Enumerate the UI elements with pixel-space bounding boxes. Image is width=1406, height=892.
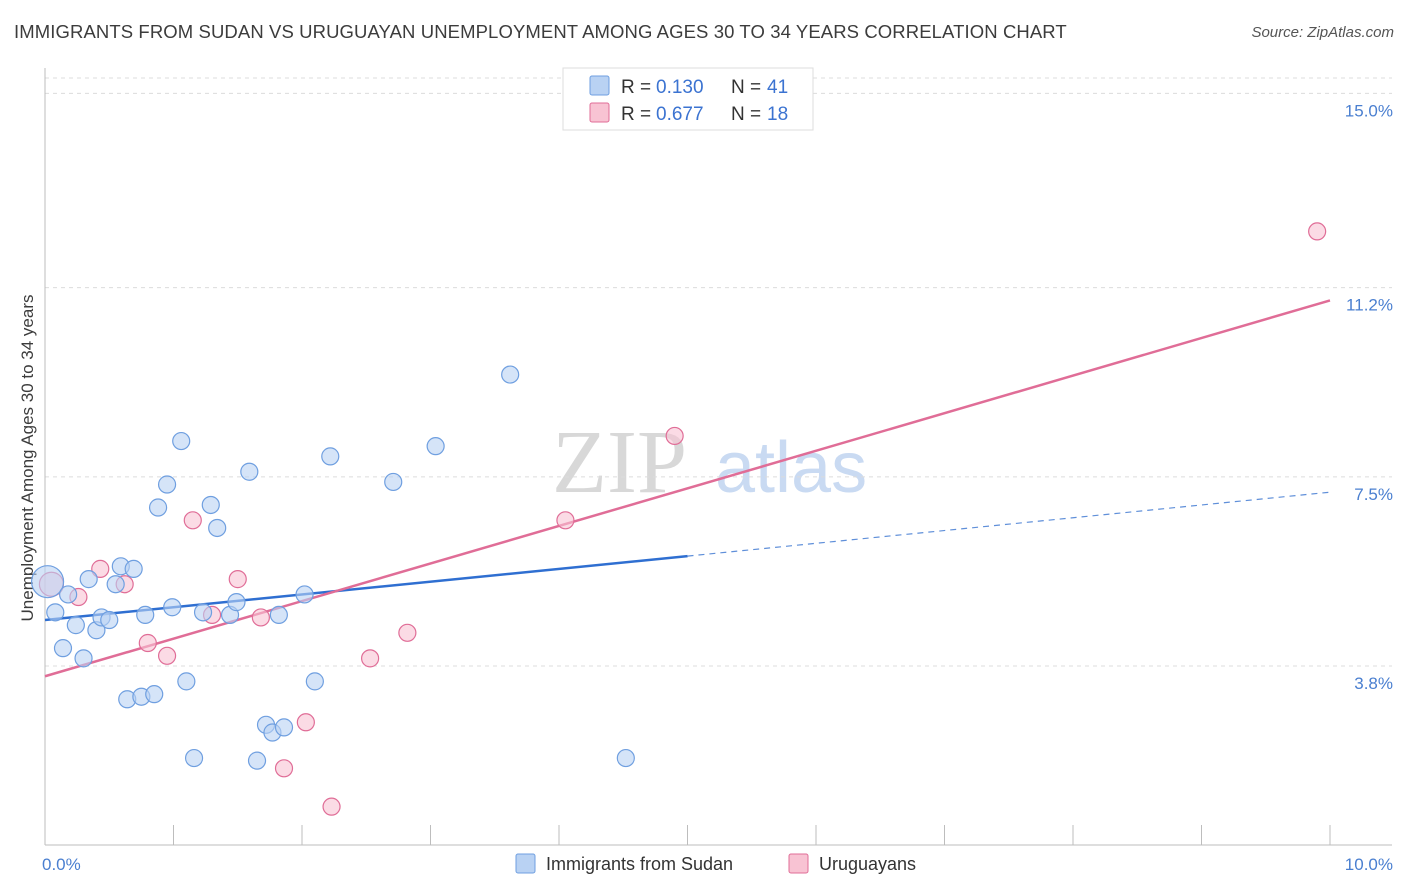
watermark: ZIP atlas: [552, 413, 867, 512]
sudan-point-32: [274, 718, 294, 737]
sudan-point-34: [295, 585, 314, 604]
stats-legend: R = 0.130 N = 41 R = 0.677 N = 18: [562, 67, 814, 131]
sudan-point-9: [100, 610, 119, 630]
x-tick-label-0: 0.0%: [42, 855, 81, 874]
legend-n-label-uruguayans: N =: [731, 104, 761, 125]
uruguayans-point-8: [228, 570, 247, 589]
sudan-point-23: [193, 603, 213, 622]
chart-source: Source: ZipAtlas.com: [1251, 24, 1394, 41]
y-tick-label-2: 11.2%: [1346, 296, 1393, 315]
uruguayans-point-12: [322, 797, 341, 816]
sudan-point-5: [74, 649, 93, 668]
sudan-point-16: [145, 685, 164, 704]
grid-lines: [45, 77, 1392, 667]
y-tick-label-0: 3.8%: [1354, 674, 1393, 693]
sudan-point-40: [616, 748, 635, 768]
uruguayans-point-17: [1308, 222, 1327, 241]
legend-swatch-sudan: [589, 75, 610, 96]
sudan-point-28: [240, 462, 259, 481]
legend-r-value-uruguayans: 0.677: [656, 104, 704, 125]
bottom-legend-swatch-sudan: [515, 853, 536, 874]
uruguayans-point-13: [361, 649, 380, 668]
uruguayans-point-11: [296, 713, 315, 732]
bottom-legend-label-sudan: Immigrants from Sudan: [546, 854, 733, 874]
sudan-point-18: [157, 475, 177, 494]
uruguayans-point-5: [157, 646, 177, 665]
sudan-point-17: [148, 498, 168, 517]
x-tick-label-1: 10.0%: [1345, 855, 1393, 874]
sudan-point-4: [66, 616, 85, 635]
sudan-point-38: [426, 437, 445, 456]
trend-lines: [44, 299, 1331, 678]
legend-r-value-sudan: 0.130: [656, 77, 704, 98]
sudan-point-39: [501, 365, 520, 384]
sudan-point-20: [172, 431, 191, 451]
sudan-point-6: [79, 570, 98, 589]
sudan-point-35: [305, 672, 324, 691]
bottom-legend-swatch-uruguayans: [788, 853, 809, 874]
sudan-point-29: [247, 751, 267, 770]
data-points: [30, 222, 1327, 816]
tick-labels: 3.8% 7.5% 11.2% 15.0% 0.0% 10.0%: [42, 101, 1393, 874]
sudan-point-21: [177, 672, 196, 691]
uruguayans-point-9: [251, 608, 270, 627]
sudan-point-25: [208, 518, 227, 538]
sudan-point-2: [59, 585, 78, 604]
uruguayans-point-16: [665, 426, 684, 446]
y-tick-label-3: 15.0%: [1345, 101, 1393, 120]
bottom-legend-label-uruguayans: Uruguayans: [819, 854, 916, 874]
sudan-point-33: [269, 605, 288, 625]
uruguayans-point-4: [138, 633, 157, 653]
legend-swatch-uruguayans: [589, 102, 610, 123]
watermark-zip: ZIP: [552, 413, 687, 512]
sudan-point-0: [30, 565, 65, 599]
sudan-point-37: [384, 472, 403, 492]
chart-title: IMMIGRANTS FROM SUDAN VS URUGUAYAN UNEMP…: [14, 21, 1067, 42]
sudan-point-12: [124, 559, 143, 578]
sudan-point-36: [321, 447, 340, 466]
sudan-point-22: [184, 748, 204, 768]
legend-n-label-sudan: N =: [731, 77, 761, 98]
series-legend: Immigrants from Sudan Uruguayans: [515, 853, 916, 874]
uruguayans-point-2: [91, 559, 110, 578]
watermark-atlas: atlas: [715, 428, 867, 508]
sudan-point-27: [227, 593, 246, 612]
sudan-point-3: [53, 639, 73, 658]
uruguayans-point-6: [183, 511, 202, 530]
legend-r-label-uruguayans: R =: [621, 104, 651, 125]
legend-r-label-sudan: R =: [621, 77, 651, 98]
sudan-trend-extension: [687, 491, 1331, 557]
sudan-point-1: [46, 603, 65, 622]
y-tick-label-1: 7.5%: [1354, 485, 1393, 504]
uruguayans-point-10: [274, 759, 294, 778]
legend-n-value-sudan: 41: [767, 77, 788, 98]
sudan-point-19: [163, 598, 182, 617]
uruguayans-point-15: [556, 511, 575, 530]
sudan-point-24: [201, 495, 220, 515]
sudan-point-10: [106, 575, 125, 594]
sudan-point-15: [136, 605, 155, 625]
legend-n-value-uruguayans: 18: [767, 104, 788, 125]
axes: [44, 68, 1392, 846]
uruguayans-trend-line: [44, 299, 1331, 678]
uruguayans-point-14: [398, 623, 417, 642]
